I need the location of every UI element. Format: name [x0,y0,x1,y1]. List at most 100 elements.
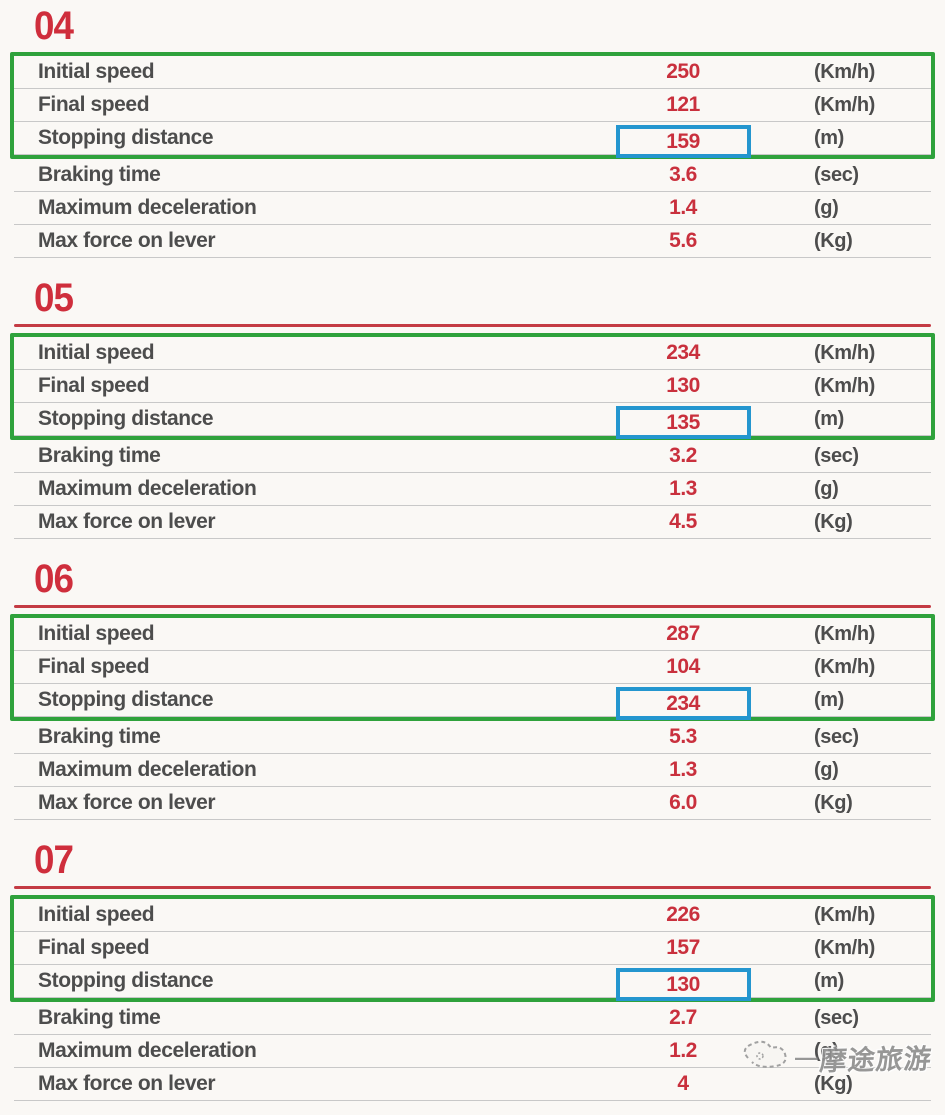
rows-rest: Braking time 5.3 (sec) Maximum deceleration… [14,721,931,820]
row-value: 6.0 [669,791,697,814]
test-run-section: 05 Initial speed 234 (Km/h) Final speed 130 (… [10,278,935,539]
row-label: Final speed [38,374,150,397]
row-unit: (g) [814,477,839,500]
row-value: 1.2 [669,1039,697,1062]
rows-rest: Braking time 3.6 (sec) Maximum deceleration… [14,159,931,258]
row-unit: (Kg) [814,791,853,814]
table-row: Stopping distance 130 (m) [14,965,931,1001]
row-label: Stopping distance [38,969,214,992]
row-unit: (m) [814,969,844,992]
row-value: 4.5 [669,510,697,533]
row-unit: (m) [814,407,844,430]
row-unit: (g) [814,196,839,219]
row-value: 234 [592,684,774,720]
row-unit: (g) [814,758,839,781]
table-row: Initial speed 234 (Km/h) [14,337,931,370]
row-value: 1.3 [669,477,697,500]
row-unit: (Km/h) [814,60,875,83]
green-highlight-box: Initial speed 226 (Km/h) Final speed 157 (Km/… [10,895,935,1002]
row-value: 3.6 [669,163,697,186]
section-rule-line [14,605,931,608]
section-table: Initial speed 250 (Km/h) Final speed 121 (Km/… [10,52,935,258]
row-unit: (m) [814,126,844,149]
row-value: 234 [666,341,700,364]
row-label: Braking time [38,163,161,186]
table-row: Maximum deceleration 1.3 (g) [14,473,931,506]
row-label: Stopping distance [38,407,214,430]
table-row: Maximum deceleration 1.2 (g) [14,1035,931,1068]
row-value: 135 [592,403,774,439]
test-run-section: 04 Initial speed 250 (Km/h) Final speed 121 (… [10,6,935,258]
row-label: Final speed [38,93,150,116]
section-number: 04 [34,4,74,48]
row-value: 2.7 [669,1006,697,1029]
table-row: Stopping distance 135 (m) [14,403,931,439]
stopping-distance-highlight-box: 135 [615,405,751,439]
row-value: 287 [666,622,700,645]
row-unit: (Km/h) [814,374,875,397]
row-label: Final speed [38,655,150,678]
table-row: Maximum deceleration 1.3 (g) [14,754,931,787]
row-unit: (sec) [814,444,859,467]
table-row: Max force on lever 6.0 (Kg) [14,787,931,820]
row-label: Braking time [38,444,161,467]
row-label: Initial speed [38,622,155,645]
section-rule-line [14,886,931,889]
table-row: Final speed 121 (Km/h) [14,89,931,122]
row-unit: (Km/h) [814,655,875,678]
row-unit: (sec) [814,163,859,186]
section-table: Initial speed 234 (Km/h) Final speed 130 (Km/… [10,333,935,539]
table-row: Stopping distance 234 (m) [14,684,931,720]
table-row: Max force on lever 4.5 (Kg) [14,506,931,539]
table-row: Final speed 130 (Km/h) [14,370,931,403]
row-value: 4 [677,1072,689,1095]
stopping-distance-highlight-box: 234 [615,686,751,720]
row-unit: (Km/h) [814,936,875,959]
row-value: 130 [592,965,774,1001]
row-unit: (Km/h) [814,622,875,645]
row-label: Max force on lever [38,229,216,252]
row-label: Initial speed [38,341,155,364]
table-row: Max force on lever 5.6 (Kg) [14,225,931,258]
table-row: Braking time 5.3 (sec) [14,721,931,754]
row-value: 250 [666,60,700,83]
table-row: Maximum deceleration 1.4 (g) [14,192,931,225]
row-value: 157 [666,936,700,959]
table-row: Initial speed 226 (Km/h) [14,899,931,932]
rows-rest: Braking time 2.7 (sec) Maximum deceleration… [14,1002,931,1101]
table-row: Max force on lever 4 (Kg) [14,1068,931,1101]
section-table: Initial speed 226 (Km/h) Final speed 157 (Km/… [10,895,935,1101]
row-value: 5.3 [669,725,697,748]
row-unit: (sec) [814,1006,859,1029]
table-row: Braking time 3.6 (sec) [14,159,931,192]
row-label: Maximum deceleration [38,196,257,219]
row-label: Braking time [38,1006,161,1029]
section-number: 05 [34,276,74,320]
sections: 04 Initial speed 250 (Km/h) Final speed 121 (… [10,6,935,1101]
row-unit: (Kg) [814,510,853,533]
stopping-distance-highlight-box: 130 [615,967,751,1001]
row-label: Initial speed [38,903,155,926]
row-label: Maximum deceleration [38,1039,257,1062]
section-table: Initial speed 287 (Km/h) Final speed 104 (Km/… [10,614,935,820]
table-row: Initial speed 250 (Km/h) [14,56,931,89]
row-label: Braking time [38,725,161,748]
green-highlight-box: Initial speed 234 (Km/h) Final speed 130 (Km/… [10,333,935,440]
row-unit: (Kg) [814,1072,853,1095]
green-highlight-box: Initial speed 250 (Km/h) Final speed 121 (Km/… [10,52,935,159]
section-number: 06 [34,557,74,601]
row-value: 1.3 [669,758,697,781]
row-label: Maximum deceleration [38,758,257,781]
row-unit: (sec) [814,725,859,748]
green-highlight-box: Initial speed 287 (Km/h) Final speed 104 (Km/… [10,614,935,721]
row-unit: (g) [814,1039,839,1062]
row-unit: (Km/h) [814,341,875,364]
row-label: Max force on lever [38,791,216,814]
row-label: Maximum deceleration [38,477,257,500]
row-label: Stopping distance [38,688,214,711]
row-value: 1.4 [669,196,697,219]
row-value: 226 [666,903,700,926]
table-row: Final speed 104 (Km/h) [14,651,931,684]
section-rule-line [14,324,931,327]
